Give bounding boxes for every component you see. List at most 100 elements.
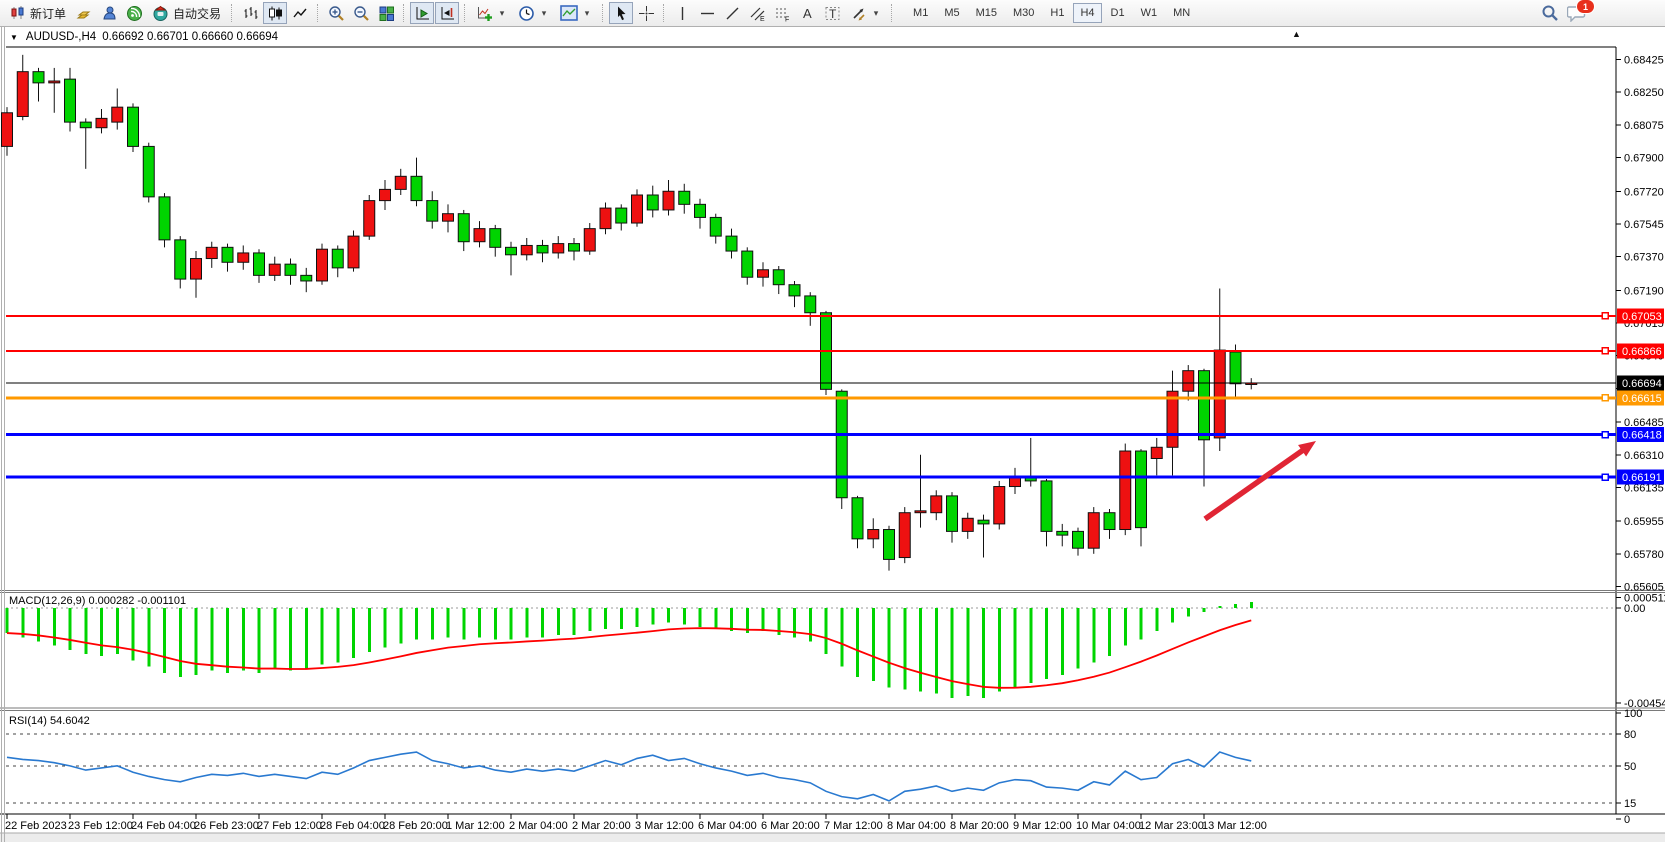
candle (520, 237, 533, 261)
candle (725, 228, 738, 259)
macd-label: MACD(12,26,9) 0.000282 -0.001101 (9, 595, 186, 607)
trendline-icon (726, 7, 739, 19)
svg-text:T: T (829, 7, 837, 21)
periods-dropdown-caret[interactable]: ▾ (541, 7, 547, 18)
text-label-tool-button[interactable]: T (820, 2, 844, 24)
time-axis-label: 27 Feb 12:00 (257, 820, 322, 832)
cursor-tool-button[interactable] (609, 2, 634, 24)
timeframe-d1[interactable]: D1 (1104, 3, 1132, 23)
price-label-box (1617, 308, 1664, 324)
time-axis-label: 28 Feb 20:00 (383, 820, 448, 832)
trend-arrow-head[interactable] (1298, 441, 1316, 457)
channel-tool-button[interactable]: E (745, 2, 769, 24)
price-chart[interactable]: 0.68425 0.68250 0.68075 0.67900 0.67720 0.675… (0, 27, 1665, 842)
auto-trading-button[interactable]: 自动交易 (147, 2, 226, 24)
candle (284, 258, 297, 285)
hline-anchor-handle[interactable] (1601, 394, 1609, 402)
fibonacci-tool-button[interactable]: F (770, 2, 794, 24)
price-tick-label: 0.68425 (1624, 55, 1664, 67)
bar-chart-mode-button[interactable] (238, 2, 262, 24)
rsi-level-label: 50 (1624, 761, 1636, 773)
time-axis-label: 10 Mar 04:00 (1076, 820, 1141, 832)
timeframe-m5[interactable]: M5 (937, 3, 966, 23)
indicators-button[interactable]: ▾ (471, 2, 512, 24)
text-tool-button[interactable]: A (795, 2, 819, 24)
tile-windows-button[interactable] (374, 2, 398, 24)
timeframe-m15[interactable]: M15 (969, 3, 1004, 23)
candle (568, 237, 580, 261)
periods-button[interactable]: ▾ (513, 2, 554, 24)
chart-up-marker-icon[interactable]: ▲ (1292, 29, 1301, 39)
symbol-dropdown-icon[interactable]: ▼ (10, 32, 18, 42)
crosshair-tool-button[interactable] (634, 2, 658, 24)
macd-axis-label: -0.00454 (1624, 698, 1665, 710)
timeframe-mn[interactable]: MN (1166, 3, 1197, 23)
toolbar-separator (317, 4, 319, 22)
price-tick-label: 0.68250 (1624, 87, 1664, 99)
candle (95, 109, 108, 134)
hline-anchor-handle[interactable] (1601, 430, 1609, 439)
auto-trading-label: 自动交易 (173, 6, 222, 21)
toolbar-separator (403, 4, 405, 22)
toolbar-separator (464, 4, 466, 22)
hline-anchor-handle[interactable] (1601, 473, 1609, 481)
gold-bars-button[interactable] (72, 2, 96, 24)
candle (788, 280, 801, 308)
price-tick-label: 0.67370 (1624, 252, 1664, 264)
price-label-box (1617, 343, 1664, 359)
toolbar-separator (602, 4, 604, 22)
candlestick-mode-button[interactable] (263, 2, 288, 24)
time-axis-label: 7 Mar 12:00 (824, 820, 883, 832)
auto-scroll-button[interactable] (410, 2, 435, 24)
indicators-dropdown-caret[interactable]: ▾ (499, 7, 505, 18)
text-label-icon: T (825, 6, 840, 21)
svg-text:A: A (803, 6, 812, 21)
timeframe-h4[interactable]: H4 (1073, 3, 1102, 23)
timeframe-h1[interactable]: H1 (1043, 3, 1071, 23)
templates-dropdown-caret[interactable]: ▾ (584, 7, 590, 18)
zoom-in-button[interactable] (324, 2, 348, 24)
trend-arrow-annotation[interactable] (1203, 446, 1307, 522)
hline-anchor-handle[interactable] (1601, 312, 1609, 320)
price-tick-label: 0.65780 (1624, 549, 1664, 561)
candle (1198, 368, 1210, 487)
price-label: 0.66615 (1622, 393, 1662, 405)
candle (379, 180, 391, 210)
candle (457, 209, 470, 252)
chart-ohlc-readout: 0.66692 0.66701 0.66660 0.66694 (102, 31, 279, 43)
chart-title-row: ▼ AUDUSD-,H4 0.66692 0.66701 0.66660 0.6… (10, 31, 278, 43)
price-tick-label: 0.67900 (1624, 153, 1664, 165)
candle (253, 249, 265, 283)
templates-button[interactable]: ▾ (555, 2, 597, 24)
arrows-tool-button[interactable]: ▾ (845, 2, 886, 24)
chat-button[interactable]: 1 (1567, 0, 1595, 22)
trendline-tool-button[interactable] (720, 2, 744, 24)
timeframe-m1[interactable]: M1 (906, 3, 935, 23)
tile-windows-icon (379, 6, 394, 21)
time-axis-label: 8 Mar 04:00 (887, 820, 946, 832)
search-icon[interactable] (1541, 4, 1559, 22)
time-axis-label: 3 Mar 12:00 (635, 820, 694, 832)
candle (835, 389, 848, 509)
rsi-line (6, 751, 1252, 802)
vertical-line-tool-button[interactable] (670, 2, 694, 24)
candle (867, 518, 880, 549)
signals-button[interactable] (122, 2, 146, 24)
timeframe-w1[interactable]: W1 (1134, 3, 1165, 23)
candle (678, 183, 691, 214)
cursor-icon (617, 6, 626, 20)
chart-shift-button[interactable] (435, 2, 460, 24)
timeframe-m30[interactable]: M30 (1006, 3, 1041, 23)
candle (1, 107, 13, 156)
candle (898, 507, 911, 564)
hline-anchor-handle[interactable] (1601, 347, 1609, 355)
metaeditor-button[interactable] (97, 2, 121, 24)
zoom-out-button[interactable] (349, 2, 373, 24)
candle (961, 512, 974, 539)
horizontal-line-tool-button[interactable] (695, 2, 719, 24)
candle (1056, 523, 1069, 547)
arrows-dropdown-caret[interactable]: ▾ (873, 7, 879, 18)
line-chart-mode-button[interactable] (288, 2, 312, 24)
new-order-button[interactable]: 新订单 (5, 2, 71, 24)
candle (347, 230, 360, 272)
